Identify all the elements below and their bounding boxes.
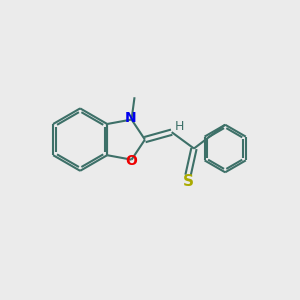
Text: H: H bbox=[174, 120, 184, 133]
Text: S: S bbox=[182, 174, 194, 189]
Text: N: N bbox=[125, 111, 137, 125]
Text: O: O bbox=[125, 154, 137, 168]
